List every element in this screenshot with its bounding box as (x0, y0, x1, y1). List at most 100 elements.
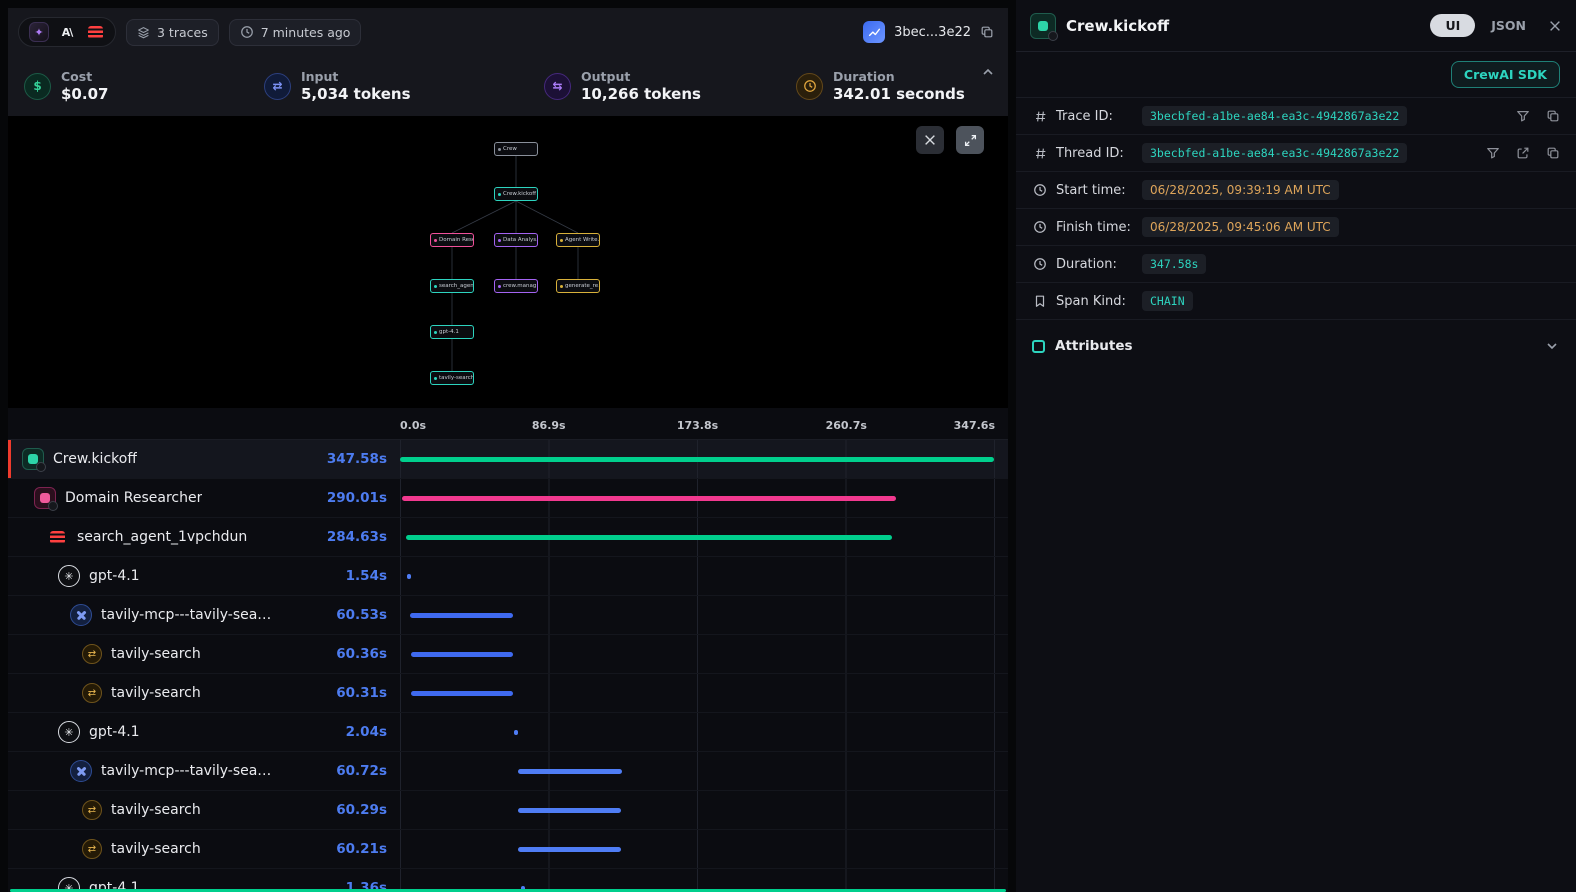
span-name: gpt-4.1 (89, 724, 140, 740)
filter-icon[interactable] (1516, 109, 1530, 123)
timeline-scrollbar[interactable] (10, 889, 1006, 892)
node-dot (498, 147, 501, 151)
graph-node-1[interactable]: Crew.kickoff (494, 187, 538, 201)
trace-panel: ✦ A\ 3 traces 7 minutes ago 3bec...3e22 … (8, 8, 1008, 892)
span-name: tavily-mcp---tavily-sea… (101, 607, 272, 623)
span-duration: 60.29s (336, 802, 387, 818)
crewai-logo-icon[interactable] (85, 22, 105, 42)
duration-icon (796, 72, 823, 100)
axis-tick: 86.9s (531, 419, 566, 432)
node-dot (560, 238, 563, 242)
trace-graph[interactable]: Crew Crew.kickoff Domain Rese… Data Analys…… (8, 116, 1008, 408)
filter-icon[interactable] (1486, 146, 1500, 160)
trace-row-8[interactable]: tavily-mcp---tavily-sea… 60.72s (8, 752, 1008, 791)
detail-field-spankind: Span Kind: CHAIN (1016, 283, 1576, 320)
node-label: Crew (503, 146, 517, 152)
traces-count-badge[interactable]: 3 traces (126, 18, 219, 46)
stat-value: $0.07 (61, 85, 109, 103)
span-bar[interactable] (401, 496, 896, 501)
field-value[interactable]: 3becbfed-a1be-ae84-ea3c-4942867a3e22 (1142, 106, 1408, 126)
node-label: search_agen… (439, 283, 474, 289)
node-dot (434, 376, 437, 380)
close-detail-icon[interactable] (1548, 19, 1562, 33)
stat-label: Cost (61, 69, 93, 84)
graph-node-2[interactable]: Domain Rese… (430, 233, 474, 247)
tavily-icon: ⇄ (82, 683, 102, 703)
trace-row-6[interactable]: ⇄ tavily-search 60.31s (8, 674, 1008, 713)
tavily-icon: ⇄ (82, 644, 102, 664)
field-value[interactable]: CHAIN (1142, 291, 1193, 311)
sdk-row: CrewAI SDK (1016, 52, 1576, 98)
span-bar[interactable] (518, 808, 621, 813)
trace-age-badge[interactable]: 7 minutes ago (228, 18, 362, 46)
chevron-down-icon[interactable] (1544, 338, 1560, 354)
copy-icon[interactable] (1546, 146, 1560, 160)
span-bar[interactable] (518, 847, 621, 852)
trace-row-1[interactable]: Domain Researcher 290.01s (8, 479, 1008, 518)
detail-title: Crew.kickoff (1066, 16, 1170, 35)
openai-icon: ✳ (58, 565, 80, 587)
span-bar[interactable] (410, 691, 514, 696)
copy-icon[interactable] (1546, 109, 1560, 123)
trace-row-7[interactable]: ✳ gpt-4.1 2.04s (8, 713, 1008, 752)
copy-trace-id-icon[interactable] (980, 25, 994, 39)
collapse-stats-button[interactable] (980, 64, 996, 80)
field-value[interactable]: 06/28/2025, 09:39:19 AM UTC (1142, 180, 1339, 200)
trace-row-10[interactable]: ⇄ tavily-search 60.21s (8, 830, 1008, 869)
span-bar[interactable] (514, 730, 519, 735)
trace-row-2[interactable]: search_agent_1vpchdun 284.63s (8, 518, 1008, 557)
trace-row-0[interactable]: Crew.kickoff 347.58s (8, 440, 1008, 479)
field-label: Duration: (1056, 256, 1117, 272)
span-bar[interactable] (410, 613, 514, 618)
external-icon[interactable] (1516, 146, 1530, 160)
graph-node-9[interactable]: tavily-search (430, 371, 474, 385)
field-value[interactable]: 3becbfed-a1be-ae84-ea3c-4942867a3e22 (1142, 143, 1408, 163)
graph-node-7[interactable]: generate_re… (556, 279, 600, 293)
graph-node-4[interactable]: Agent Write… (556, 233, 600, 247)
sdk-badge[interactable]: CrewAI SDK (1450, 61, 1560, 88)
stat-value: 342.01 seconds (833, 85, 965, 103)
anthropic-icon[interactable]: A\ (61, 25, 74, 39)
span-bar[interactable] (406, 574, 411, 579)
field-value[interactable]: 347.58s (1142, 254, 1207, 274)
graph-node-8[interactable]: gpt-4.1 (430, 325, 474, 339)
span-bar[interactable] (400, 457, 994, 462)
span-duration: 1.54s (345, 568, 387, 584)
graph-node-0[interactable]: Crew (494, 142, 538, 156)
span-track (400, 830, 995, 868)
trace-row-3[interactable]: ✳ gpt-4.1 1.54s (8, 557, 1008, 596)
span-duration: 60.72s (336, 763, 387, 779)
span-track (400, 635, 995, 673)
span-track (400, 479, 995, 517)
span-track (400, 557, 995, 595)
span-track (400, 869, 995, 892)
tab-ui[interactable]: UI (1430, 14, 1476, 37)
span-bar[interactable] (405, 535, 892, 540)
span-track (400, 752, 995, 790)
graph-close-button[interactable] (916, 126, 944, 154)
trace-id-short: 3bec...3e22 (894, 24, 971, 40)
sparkle-icon[interactable]: ✦ (29, 22, 49, 42)
tab-json[interactable]: JSON (1491, 18, 1526, 33)
graph-node-6[interactable]: crew.manag… (494, 279, 538, 293)
span-bar[interactable] (521, 886, 526, 891)
graph-expand-button[interactable] (956, 126, 984, 154)
node-dot (498, 238, 501, 242)
trace-row-5[interactable]: ⇄ tavily-search 60.36s (8, 635, 1008, 674)
attributes-section-header[interactable]: Attributes (1016, 322, 1576, 370)
span-bar[interactable] (517, 769, 622, 774)
graph-node-3[interactable]: Data Analys… (494, 233, 538, 247)
node-dot (498, 284, 501, 288)
field-actions (1516, 109, 1560, 123)
trace-row-11[interactable]: ✳ gpt-4.1 1.36s (8, 869, 1008, 892)
span-track (400, 596, 995, 634)
span-track (400, 791, 995, 829)
trace-row-4[interactable]: tavily-mcp---tavily-sea… 60.53s (8, 596, 1008, 635)
graph-node-5[interactable]: search_agen… (430, 279, 474, 293)
trace-row-9[interactable]: ⇄ tavily-search 60.29s (8, 791, 1008, 830)
clock-icon (1032, 257, 1048, 271)
field-value[interactable]: 06/28/2025, 09:45:06 AM UTC (1142, 217, 1339, 237)
span-bar[interactable] (410, 652, 514, 657)
attributes-label: Attributes (1055, 338, 1133, 354)
